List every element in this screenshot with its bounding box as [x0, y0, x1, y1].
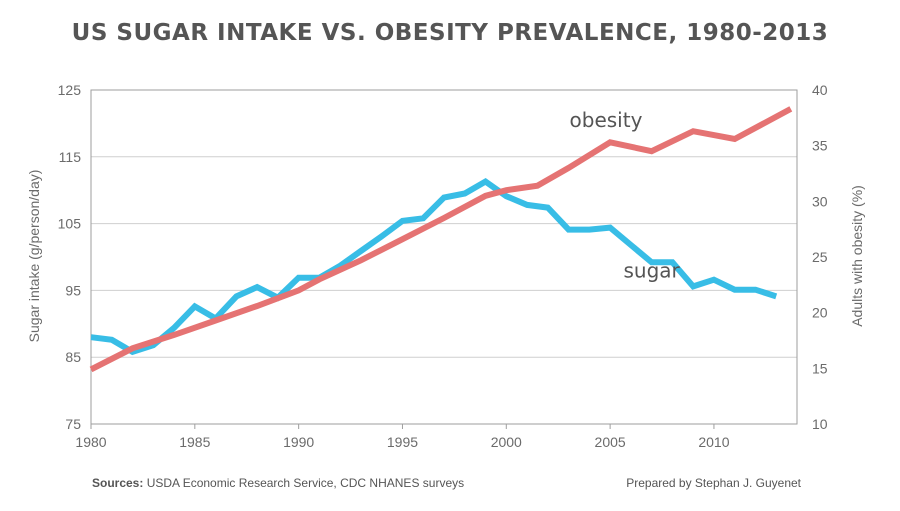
series-line-sugar [90, 177, 778, 356]
x-tick-label-2000: 2000 [491, 434, 522, 450]
x-tick-label-1990: 1990 [283, 434, 314, 450]
y-left-tick-label-95: 95 [65, 282, 81, 298]
sources-label: Sources: [92, 476, 144, 490]
gridlines [91, 89, 797, 425]
sources-text: USDA Economic Research Service, CDC NHAN… [143, 476, 465, 490]
series-labels: sugar obesity [570, 108, 681, 283]
y-right-tick-label-25: 25 [812, 249, 828, 265]
x-tick-label-1980: 1980 [75, 434, 106, 450]
y-axis-left-label: Sugar intake (g/person/day) [26, 170, 42, 343]
y-left-tick-label-115: 115 [59, 149, 82, 165]
y-right-tick-label-35: 35 [812, 138, 828, 154]
y-right-tick-label-40: 40 [812, 82, 828, 98]
series-label-obesity: obesity [570, 108, 643, 132]
series-label-sugar: sugar [624, 259, 681, 283]
plot-frame [90, 89, 798, 425]
y-left-tick-label-125: 125 [58, 82, 82, 98]
y-right-tick-label-15: 15 [812, 360, 828, 376]
x-tick-label-1985: 1985 [179, 434, 210, 450]
y-left-tick-label-105: 105 [58, 216, 82, 232]
prepared-by-note: Prepared by Stephan J. Guyenet [626, 476, 801, 490]
y-right-tick-label-30: 30 [812, 193, 828, 209]
y-left-tick-label-85: 85 [65, 349, 81, 365]
plot-border [90, 89, 798, 425]
x-tick-label-2005: 2005 [595, 434, 626, 450]
y-right-tick-label-10: 10 [812, 416, 828, 432]
y-axis-left-ticks: 75 85 95 105 115 125 [58, 82, 82, 432]
sources-note: Sources: USDA Economic Research Service,… [92, 476, 464, 490]
y-right-tick-label-20: 20 [812, 305, 828, 321]
x-tick-label-2010: 2010 [698, 434, 729, 450]
chart-title: US SUGAR INTAKE VS. OBESITY PREVALENCE, … [71, 20, 829, 46]
x-axis-ticks: 1980 1985 1990 1995 2000 2005 2010 [75, 424, 730, 450]
x-tick-label-1995: 1995 [387, 434, 418, 450]
series-lines [89, 106, 793, 373]
y-axis-right-label: Adults with obesity (%) [849, 185, 865, 327]
y-left-tick-label-75: 75 [65, 416, 81, 432]
y-axis-right-ticks: 10 15 20 25 30 35 40 [812, 82, 828, 432]
series-line-obesity [89, 106, 793, 373]
